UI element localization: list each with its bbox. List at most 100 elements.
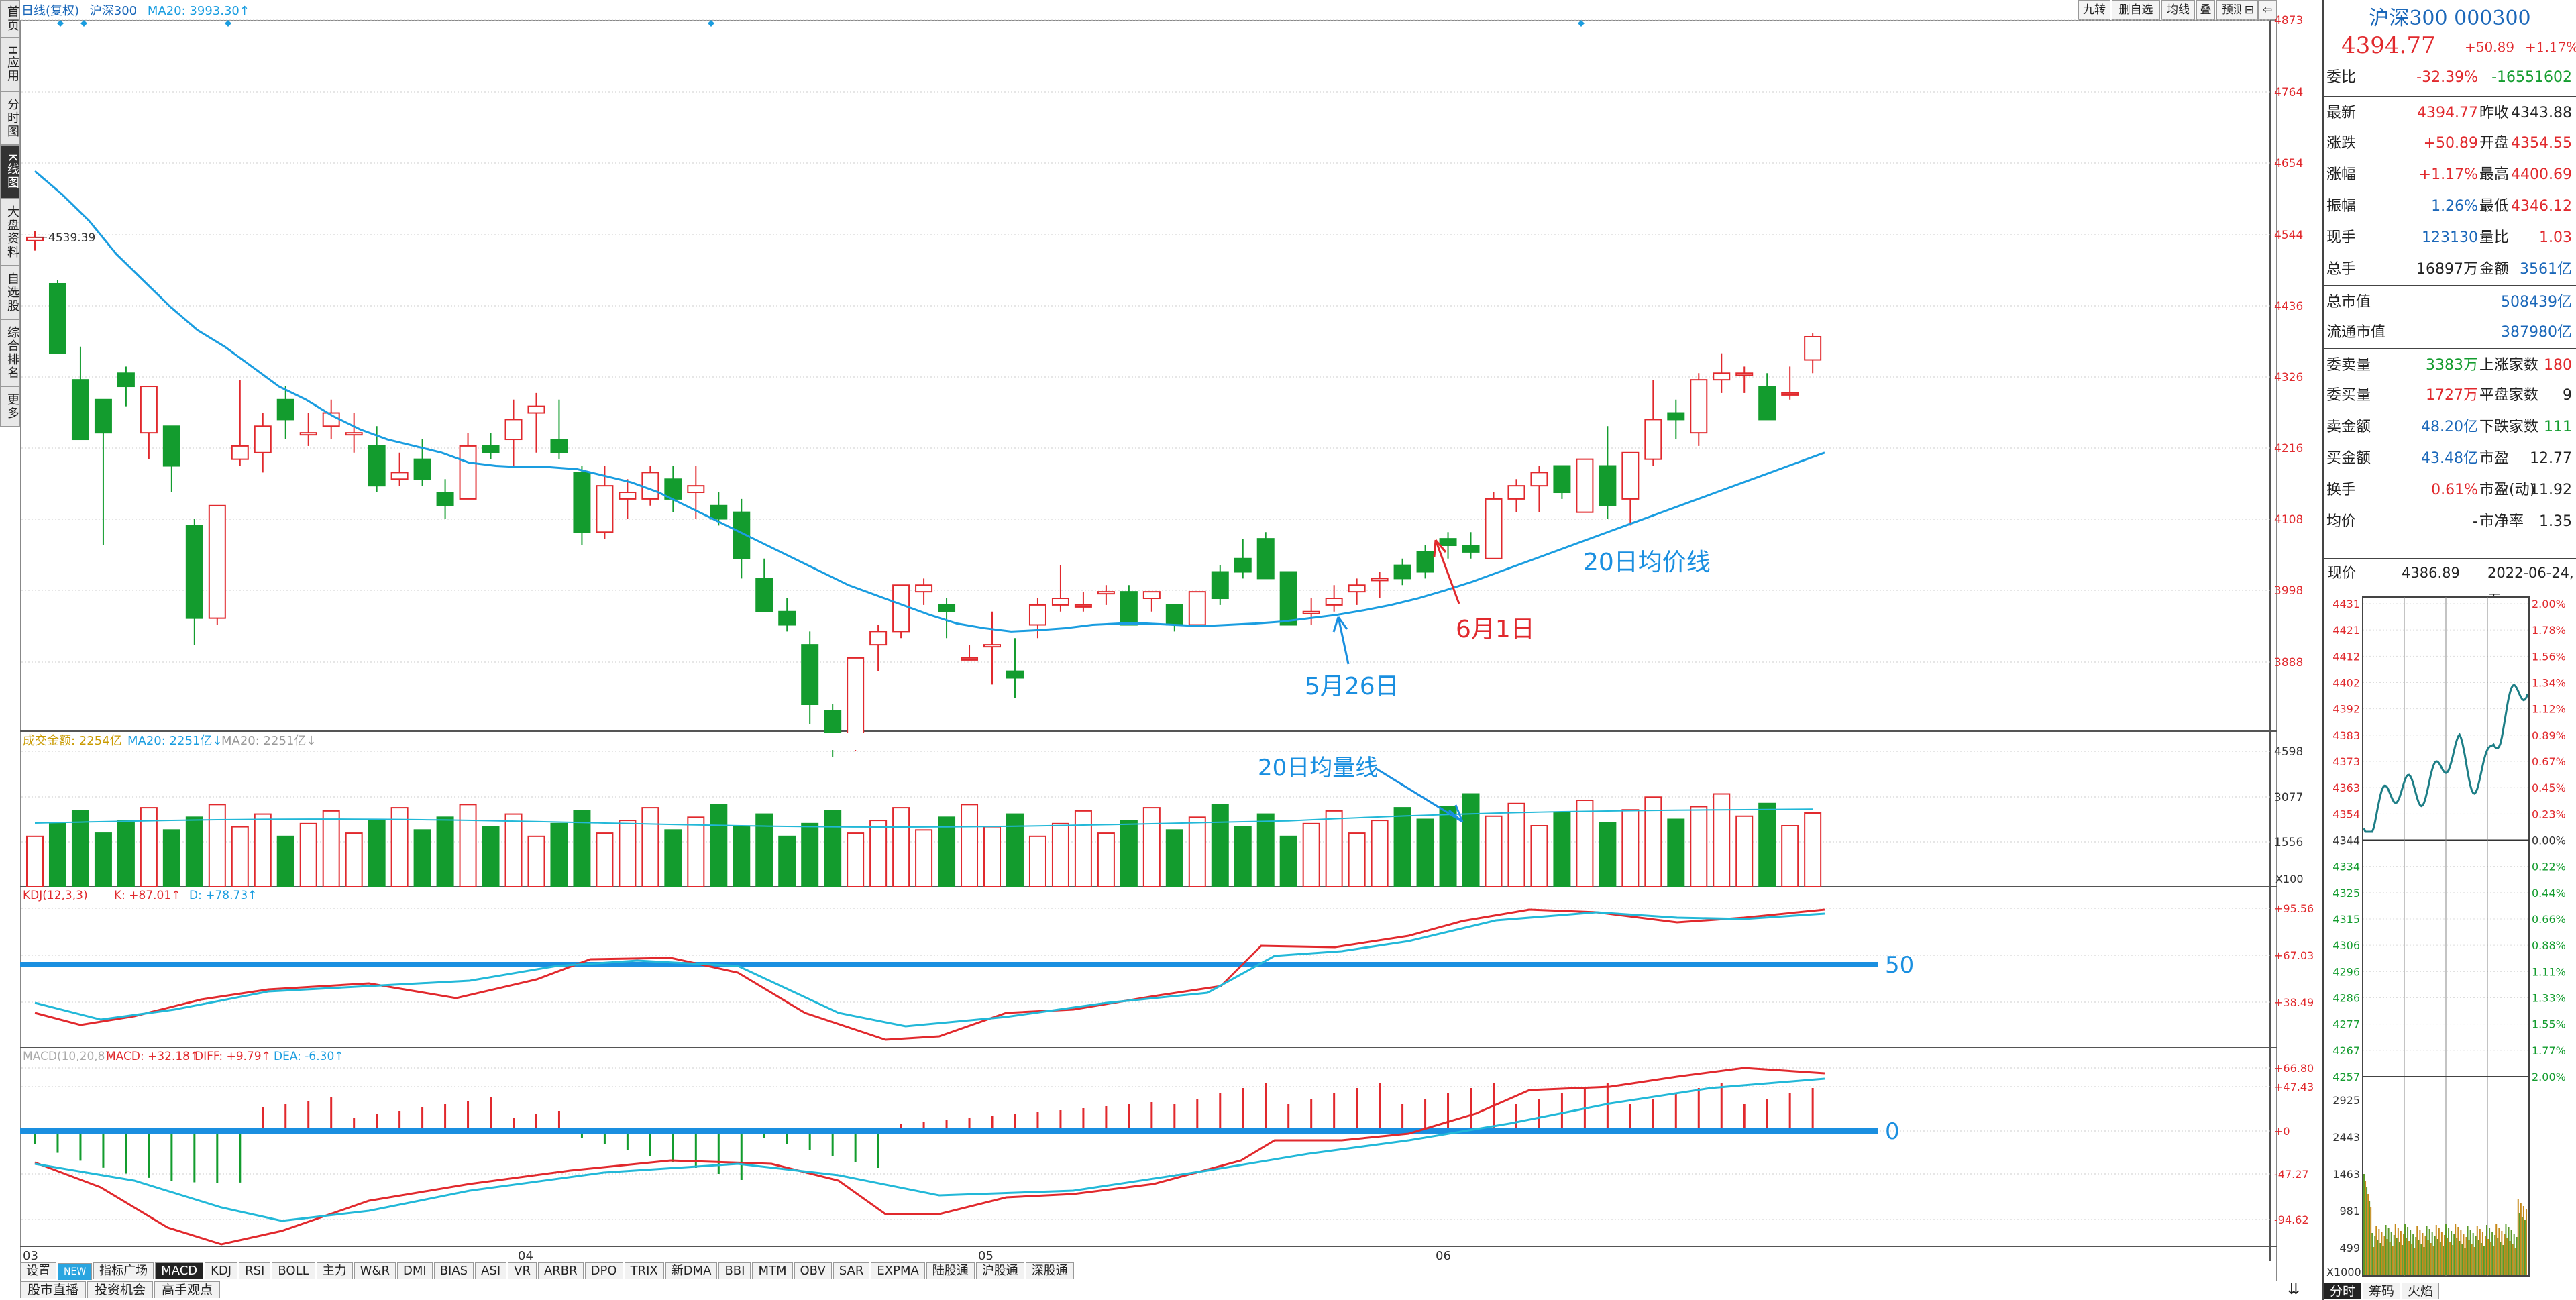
candle-body: [231, 445, 249, 460]
volume-bar: [1485, 815, 1503, 887]
indicator-tab-2[interactable]: 指标广场: [93, 1262, 154, 1279]
candle-body: [1553, 465, 1571, 494]
indicator-tab-7[interactable]: 主力: [316, 1262, 353, 1279]
quote-value-2: 3561亿: [2520, 261, 2572, 278]
mini-left-tick: 4277: [2332, 1018, 2360, 1031]
stock-name-label: 沪深300: [89, 4, 138, 18]
toolbar-button-0[interactable]: 九转: [2078, 0, 2110, 20]
indicator-tab-21[interactable]: EXPMA: [871, 1262, 925, 1279]
indicator-tab-15[interactable]: TRIX: [624, 1262, 664, 1279]
volume-unit: X100: [2275, 873, 2304, 885]
quote-row: 总市值 508439亿: [2324, 285, 2576, 318]
indicator-tab-13[interactable]: ARBR: [537, 1262, 584, 1279]
volume-bar: [276, 835, 294, 887]
candle-body: [869, 631, 888, 646]
side-tab-6[interactable]: 综合排名: [0, 319, 20, 386]
volume-bar: [1576, 800, 1594, 887]
volume-bar: [847, 832, 865, 887]
indicator-tab-24[interactable]: 深股通: [1025, 1262, 1074, 1279]
bottom-tab-0[interactable]: 股市直播: [20, 1281, 87, 1298]
side-tab-0[interactable]: 首页: [0, 0, 20, 38]
mini-right-tick: 1.55%: [2532, 1018, 2566, 1031]
volume-bar: [1051, 822, 1069, 888]
candle-body: [847, 657, 865, 745]
kdj-legend-d: D: +78.73↑: [189, 889, 257, 902]
volume-bar: [436, 816, 454, 887]
quote-value-2: 9: [2563, 387, 2572, 404]
quote-label-2: 市盈(动): [2479, 482, 2536, 498]
top-marker: [80, 20, 87, 27]
mini-tab-0[interactable]: 分时: [2324, 1283, 2362, 1299]
quote-label: 换手: [2326, 482, 2357, 498]
indicator-tab-18[interactable]: MTM: [752, 1262, 793, 1279]
volume-bar: [801, 822, 819, 888]
quote-label: 卖金额: [2326, 419, 2371, 435]
side-tab-5[interactable]: 自选股: [0, 266, 20, 319]
mini-right-tick: 2.00%: [2532, 1071, 2566, 1083]
quote-value-2: 4354.55: [2511, 135, 2572, 152]
side-tab-2[interactable]: 分时图: [0, 91, 20, 145]
mini-right-tick: 0.89%: [2532, 729, 2566, 742]
mini-left-tick: 4334: [2332, 861, 2360, 873]
indicator-tab-0[interactable]: 设置: [20, 1262, 56, 1279]
quote-row: 涨幅 +1.17% 最高 4400.69: [2324, 159, 2576, 191]
volume-bar: [892, 807, 910, 888]
candle-body: [687, 485, 705, 494]
indicator-tab-6[interactable]: BOLL: [272, 1262, 315, 1279]
quote-row: 流通市值 387980亿: [2324, 317, 2576, 348]
indicator-tab-8[interactable]: W&R: [354, 1262, 396, 1279]
bottom-tab-1[interactable]: 投资机会: [87, 1281, 154, 1298]
side-tab-1[interactable]: H应用: [0, 38, 20, 91]
kdj-legend-label: KDJ(12,3,3): [23, 889, 88, 902]
quote-row: 最新 4394.77 昨收 4343.88: [2324, 96, 2576, 129]
price-tick: 4216: [2274, 442, 2303, 455]
candle-body: [1051, 598, 1069, 606]
mini-tab-2[interactable]: 火焰: [2402, 1283, 2440, 1299]
now-row: 现价 4386.89 2022-06-24,五: [2324, 558, 2576, 608]
period-label[interactable]: 日线(复权): [21, 4, 80, 18]
indicator-tab-10[interactable]: BIAS: [433, 1262, 474, 1279]
volume-bar: [641, 807, 659, 888]
indicator-tab-22[interactable]: 陆股通: [926, 1262, 975, 1279]
side-tab-7[interactable]: 更多: [0, 386, 20, 427]
macd-tick: -94.62: [2274, 1213, 2309, 1226]
bottom-tab-2[interactable]: 高手观点: [154, 1281, 221, 1298]
side-tab-3[interactable]: K线图: [0, 145, 20, 199]
quote-label-2: 市净率: [2479, 513, 2524, 530]
indicator-tab-23[interactable]: 沪股通: [975, 1262, 1024, 1279]
intraday-mini-chart[interactable]: 4431 2.00% 4421 1.78% 4412 1.56% 4402 1.34% 4392…: [2324, 590, 2576, 1281]
indicator-tab-14[interactable]: DPO: [584, 1262, 623, 1279]
volume-bar: [368, 820, 386, 887]
indicator-tab-12[interactable]: VR: [508, 1262, 537, 1279]
mini-vol-tick: 981: [2339, 1205, 2360, 1217]
volume-bar: [231, 826, 249, 888]
indicator-tab-11[interactable]: ASI: [475, 1262, 507, 1279]
back-arrow-icon[interactable]: ⇦: [2258, 0, 2277, 20]
indicator-tab-9[interactable]: DMI: [396, 1262, 433, 1279]
indicator-tab-20[interactable]: SAR: [833, 1262, 870, 1279]
candle-body: [1348, 584, 1366, 593]
volume-bar: [1371, 820, 1389, 887]
kline-chart[interactable]: 4873 4764 4654 4544 4436 4326 4216 4108 3998 3888…: [0, 0, 2324, 1281]
price-tick: 4436: [2274, 300, 2303, 313]
candle-body: [1462, 545, 1480, 553]
volume-bar: [664, 829, 682, 888]
toolbar-button-3[interactable]: 叠: [2196, 0, 2215, 20]
volume-bar: [755, 813, 773, 888]
candle-body: [1325, 598, 1343, 606]
mini-tab-1[interactable]: 筹码: [2363, 1283, 2401, 1299]
volume-bar: [1188, 816, 1206, 887]
date-tick: 04: [518, 1249, 533, 1263]
indicator-tab-19[interactable]: OBV: [794, 1262, 832, 1279]
indicator-tab-4[interactable]: KDJ: [205, 1262, 238, 1279]
volume-bar: [1006, 813, 1024, 888]
annotation-may26: 5月26日: [1305, 673, 1399, 700]
collapse-icon[interactable]: ⇊: [2288, 1281, 2300, 1298]
indicator-tab-1[interactable]: NEW: [58, 1263, 93, 1280]
indicator-tab-5[interactable]: RSI: [239, 1262, 271, 1279]
indicator-tab-3[interactable]: MACD: [155, 1262, 204, 1279]
indicator-tab-17[interactable]: BBI: [718, 1262, 751, 1279]
indicator-tab-16[interactable]: 新DMA: [665, 1262, 718, 1279]
side-tab-4[interactable]: 大盘资料: [0, 199, 20, 266]
candle-body: [1690, 379, 1708, 434]
